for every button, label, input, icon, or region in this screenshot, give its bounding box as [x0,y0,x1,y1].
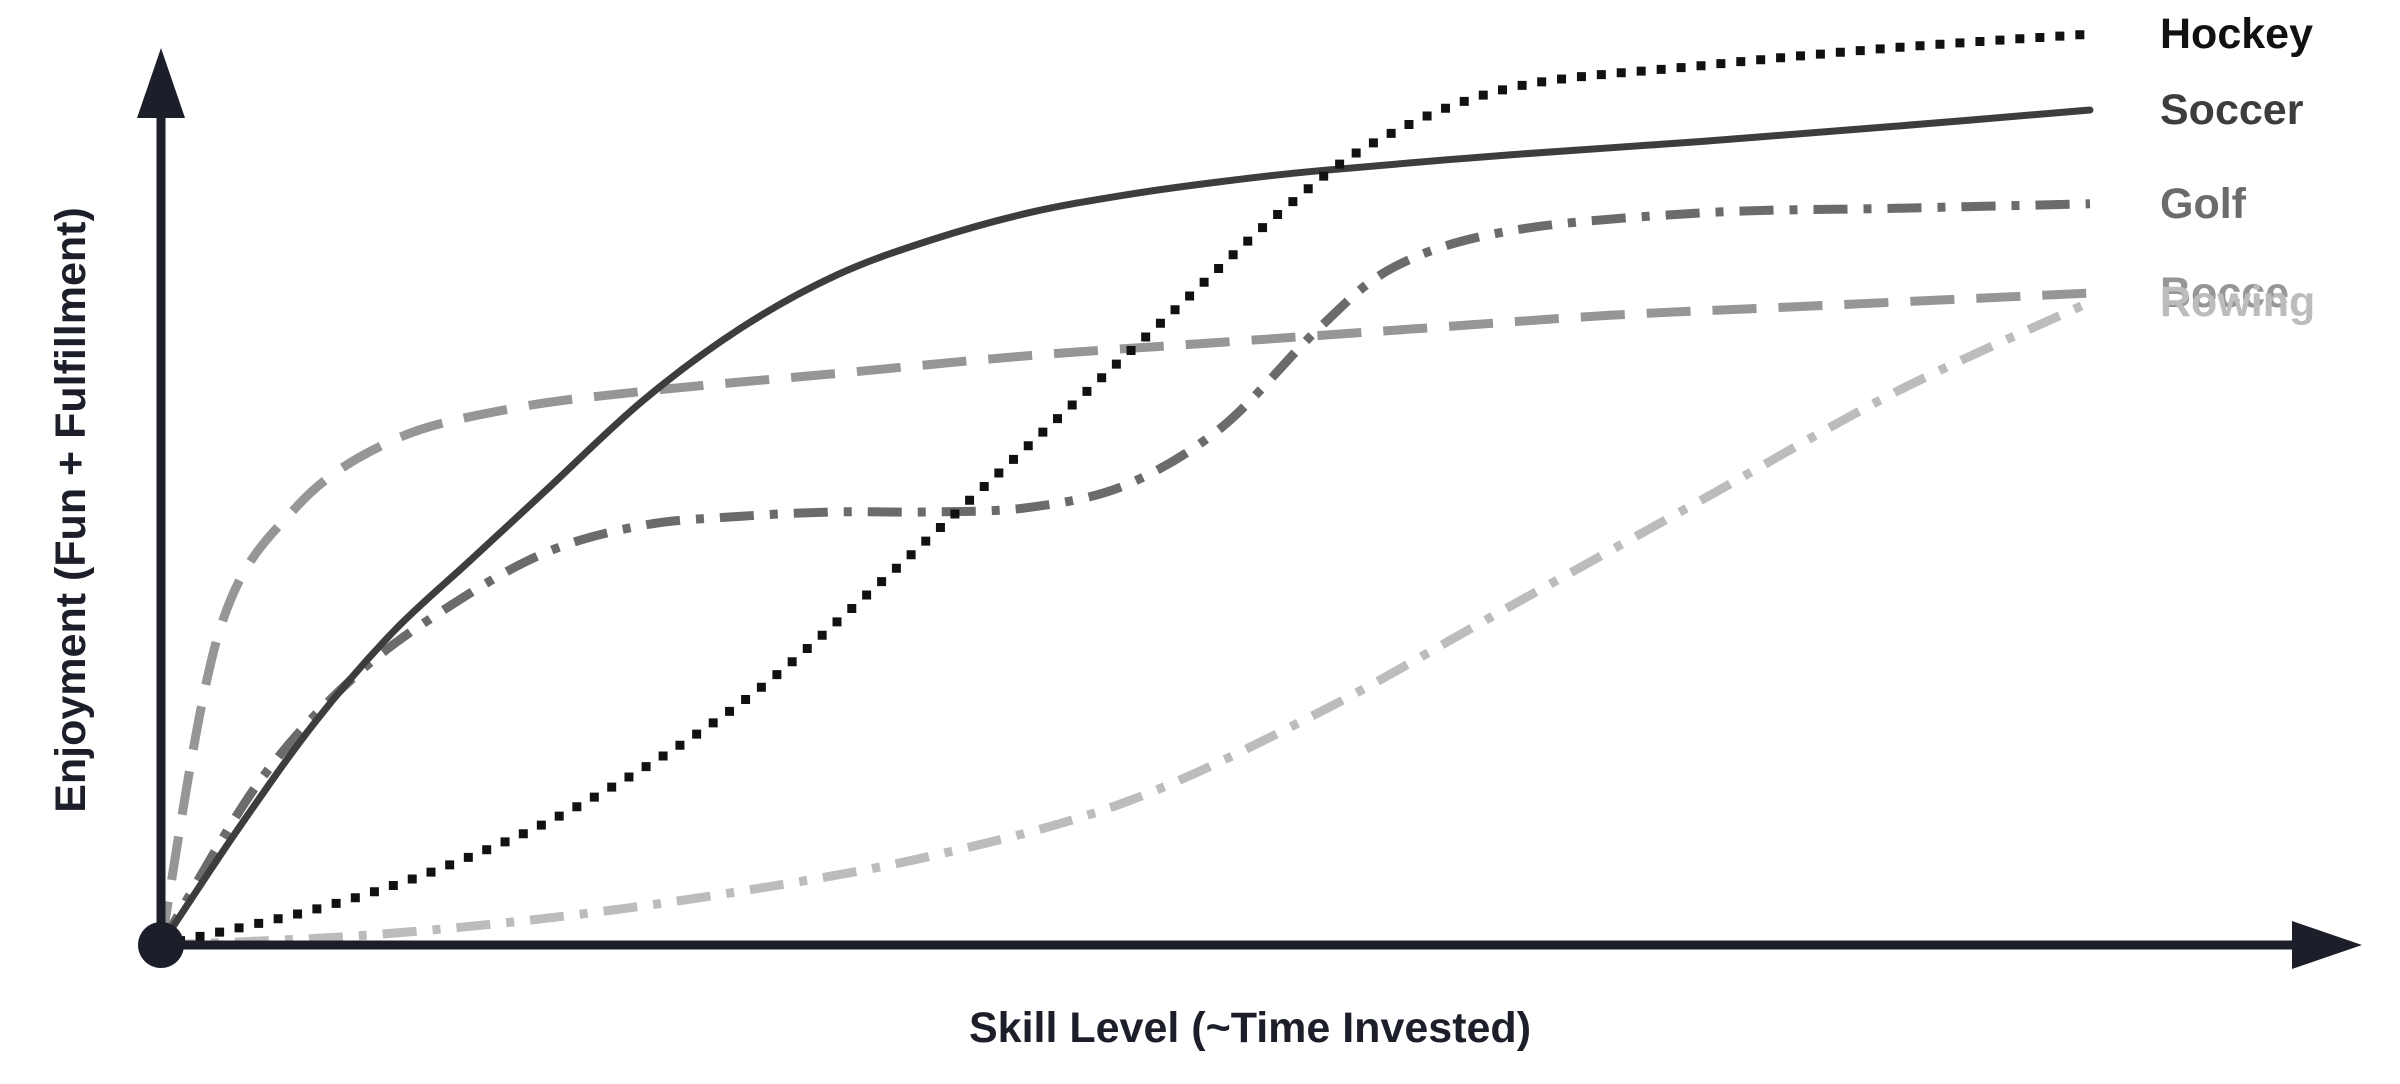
series-label-rowing: Rowing [2160,278,2315,326]
series-line-soccer [157,106,2094,949]
series-label-soccer: Soccer [2160,86,2304,134]
series-line-golf [157,199,2091,948]
y-axis-arrowhead [137,48,185,118]
axes [137,48,2362,969]
x-axis-title: Skill Level (~Time Invested) [969,1004,1531,1052]
x-axis-arrowhead [2292,921,2362,969]
series-line-rowing [160,297,2092,950]
series-label-bocce: Bocce [2160,269,2289,317]
series-line-bocce [156,288,2091,946]
origin-dot [138,922,184,968]
series-label-golf: Golf [2160,180,2247,228]
series-label-hockey: Hockey [2160,10,2313,58]
series-group [155,29,2095,951]
series-line-hockey [155,29,2095,951]
y-axis-title: Enjoyment (Fun + Fulfillment) [47,207,95,813]
